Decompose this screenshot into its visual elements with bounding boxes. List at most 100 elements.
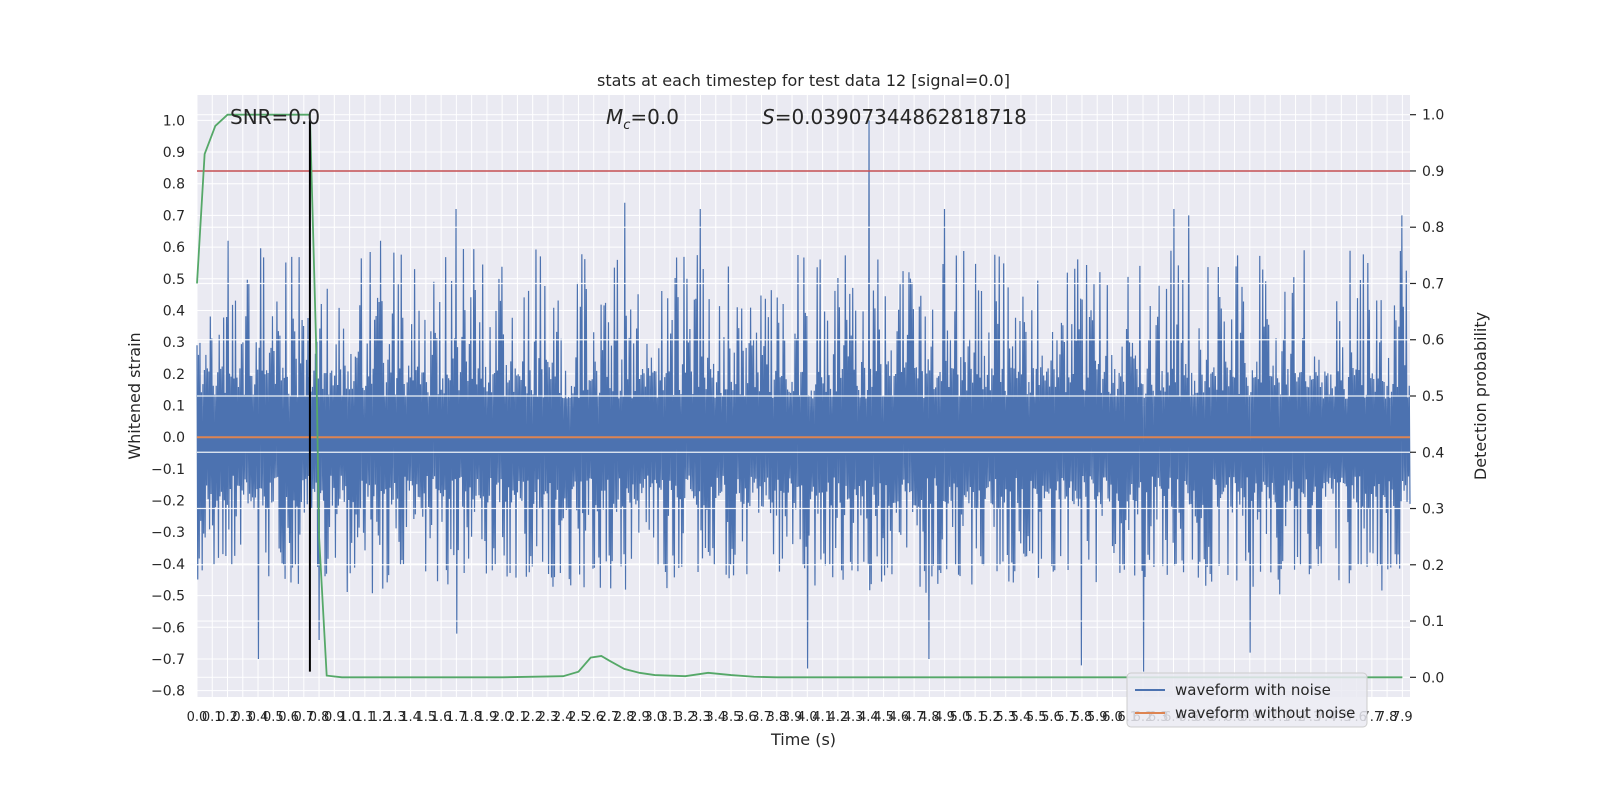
left-axis-ticks: −0.8 −0.7 −0.6 −0.5 −0.4 −0.3 −0.2 −0.1 0.0 0.1 0.… — [151, 113, 185, 699]
s-symbol: S — [762, 105, 775, 129]
x-tick-label: 1.4 — [400, 710, 421, 725]
right-y-axis-label: Detection probability — [1471, 312, 1490, 480]
legend-box — [1126, 672, 1368, 728]
x-tick-label: 1.9 — [477, 710, 498, 725]
lines — [196, 113, 1410, 679]
x-tick-label: 1.1 — [354, 710, 375, 725]
left-y-tick-label: −0.5 — [151, 589, 185, 605]
right-axis-ticks: 0.0 0.1 0.2 0.3 0.4 0.5 0.6 0.7 0.8 0.9 1.0 — [1410, 108, 1444, 686]
x-tick-label: 7.8 — [1377, 710, 1398, 725]
x-tick-label: 3.6 — [736, 710, 757, 725]
s-annotation: S=0.03907344862818718 — [762, 105, 1027, 129]
x-tick-label: 1.0 — [339, 710, 360, 725]
x-tick-label: 5.6 — [1041, 710, 1062, 725]
x-tick-label: 0.2 — [217, 710, 238, 725]
right-y-tick-label: 0.2 — [1422, 558, 1444, 574]
x-tick-label: 7.9 — [1392, 710, 1413, 725]
x-tick-label: 4.2 — [827, 710, 848, 725]
x-tick-label: 3.2 — [675, 710, 696, 725]
x-tick-label: 5.5 — [1026, 710, 1047, 725]
left-y-tick-label: 0.7 — [163, 208, 185, 224]
x-tick-label: 4.9 — [934, 710, 955, 725]
x-tick-label: 2.1 — [507, 710, 528, 725]
x-tick-label: 4.6 — [889, 710, 910, 725]
x-tick-label: 0.4 — [248, 710, 269, 725]
waveform-with-noise-line — [196, 120, 1411, 672]
x-tick-label: 2.3 — [538, 710, 559, 725]
x-tick-label: 5.7 — [1056, 710, 1077, 725]
x-tick-label: 2.6 — [583, 710, 604, 725]
left-y-tick-label: −0.8 — [151, 684, 185, 700]
x-tick-label: 0.6 — [278, 710, 299, 725]
left-y-tick-label: 0.4 — [163, 303, 185, 319]
right-y-tick-label: 0.9 — [1422, 164, 1444, 180]
x-tick-label: 4.4 — [858, 710, 879, 725]
left-y-tick-label: 0.3 — [163, 335, 185, 351]
x-tick-label: 0.8 — [309, 710, 330, 725]
x-tick-label: 2.9 — [629, 710, 650, 725]
x-tick-label: 1.3 — [385, 710, 406, 725]
left-y-tick-label: −0.6 — [151, 620, 185, 636]
left-y-tick-label: 0.2 — [163, 367, 185, 383]
x-tick-label: 3.8 — [766, 710, 787, 725]
x-axis-label: Time (s) — [770, 730, 836, 749]
left-y-tick-label: 1.0 — [163, 113, 185, 129]
left-y-tick-label: −0.3 — [151, 525, 185, 541]
x-tick-label: 5.8 — [1072, 710, 1093, 725]
legend-label: waveform with noise — [1175, 681, 1331, 699]
legend: waveform with noise waveform without nois… — [1126, 672, 1368, 728]
x-tick-label: 5.3 — [995, 710, 1016, 725]
x-tick-label: 4.0 — [797, 710, 818, 725]
waveform-with-noise — [196, 120, 1411, 672]
left-y-tick-label: −0.4 — [151, 557, 185, 573]
left-y-tick-label: 0.6 — [163, 240, 185, 256]
x-tick-label: 4.7 — [904, 710, 925, 725]
x-tick-label: 5.9 — [1087, 710, 1108, 725]
x-tick-label: 2.0 — [492, 710, 513, 725]
x-tick-label: 1.2 — [370, 710, 391, 725]
x-tick-label: 3.4 — [705, 710, 726, 725]
right-y-tick-label: 0.7 — [1422, 276, 1444, 292]
x-tick-label: 2.5 — [568, 710, 589, 725]
left-y-axis-label: Whitened strain — [125, 332, 144, 459]
x-tick-label: 4.8 — [919, 710, 940, 725]
mc-symbol: M — [606, 105, 623, 129]
left-y-tick-label: −0.1 — [151, 462, 185, 478]
right-y-tick-label: 1.0 — [1422, 108, 1444, 124]
right-y-tick-label: 0.6 — [1422, 333, 1444, 349]
right-y-tick-label: 0.4 — [1422, 445, 1444, 461]
x-tick-label: 2.8 — [614, 710, 635, 725]
x-tick-label: 3.3 — [690, 710, 711, 725]
x-tick-label: 1.6 — [431, 710, 452, 725]
x-tick-label: 0.1 — [202, 710, 223, 725]
x-tick-label: 2.4 — [553, 710, 574, 725]
x-tick-label: 3.0 — [644, 710, 665, 725]
x-tick-label: 4.3 — [843, 710, 864, 725]
x-tick-label: 3.1 — [660, 710, 681, 725]
left-y-tick-label: 0.9 — [163, 145, 185, 161]
left-y-tick-label: 0.5 — [163, 272, 185, 288]
s-value: =0.03907344862818718 — [775, 105, 1027, 129]
snr-annotation: SNR=0.0 — [230, 105, 320, 129]
detection-probability-line — [196, 113, 1403, 679]
x-tick-label: 1.8 — [461, 710, 482, 725]
left-y-tick-label: −0.7 — [151, 652, 185, 668]
chirp-mass-annotation: Mc=0.0 — [606, 105, 679, 133]
x-tick-label: 3.7 — [751, 710, 772, 725]
right-y-tick-label: 0.1 — [1422, 614, 1444, 630]
x-tick-label: 5.1 — [965, 710, 986, 725]
left-y-tick-label: 0.0 — [163, 430, 185, 446]
x-tick-label: 4.5 — [873, 710, 894, 725]
x-tick-label: 0.3 — [232, 710, 253, 725]
x-tick-label: 3.5 — [721, 710, 742, 725]
x-tick-label: 6.0 — [1102, 710, 1123, 725]
left-y-tick-label: 0.8 — [163, 177, 185, 193]
x-tick-label: 4.1 — [812, 710, 833, 725]
x-tick-label: 0.0 — [187, 710, 208, 725]
right-y-tick-label: 0.5 — [1422, 389, 1444, 405]
x-tick-label: 2.7 — [599, 710, 620, 725]
x-tick-label: 3.9 — [782, 710, 803, 725]
x-tick-label: 2.2 — [522, 710, 543, 725]
right-y-tick-label: 0.3 — [1422, 502, 1444, 518]
x-tick-label: 5.4 — [1011, 710, 1032, 725]
